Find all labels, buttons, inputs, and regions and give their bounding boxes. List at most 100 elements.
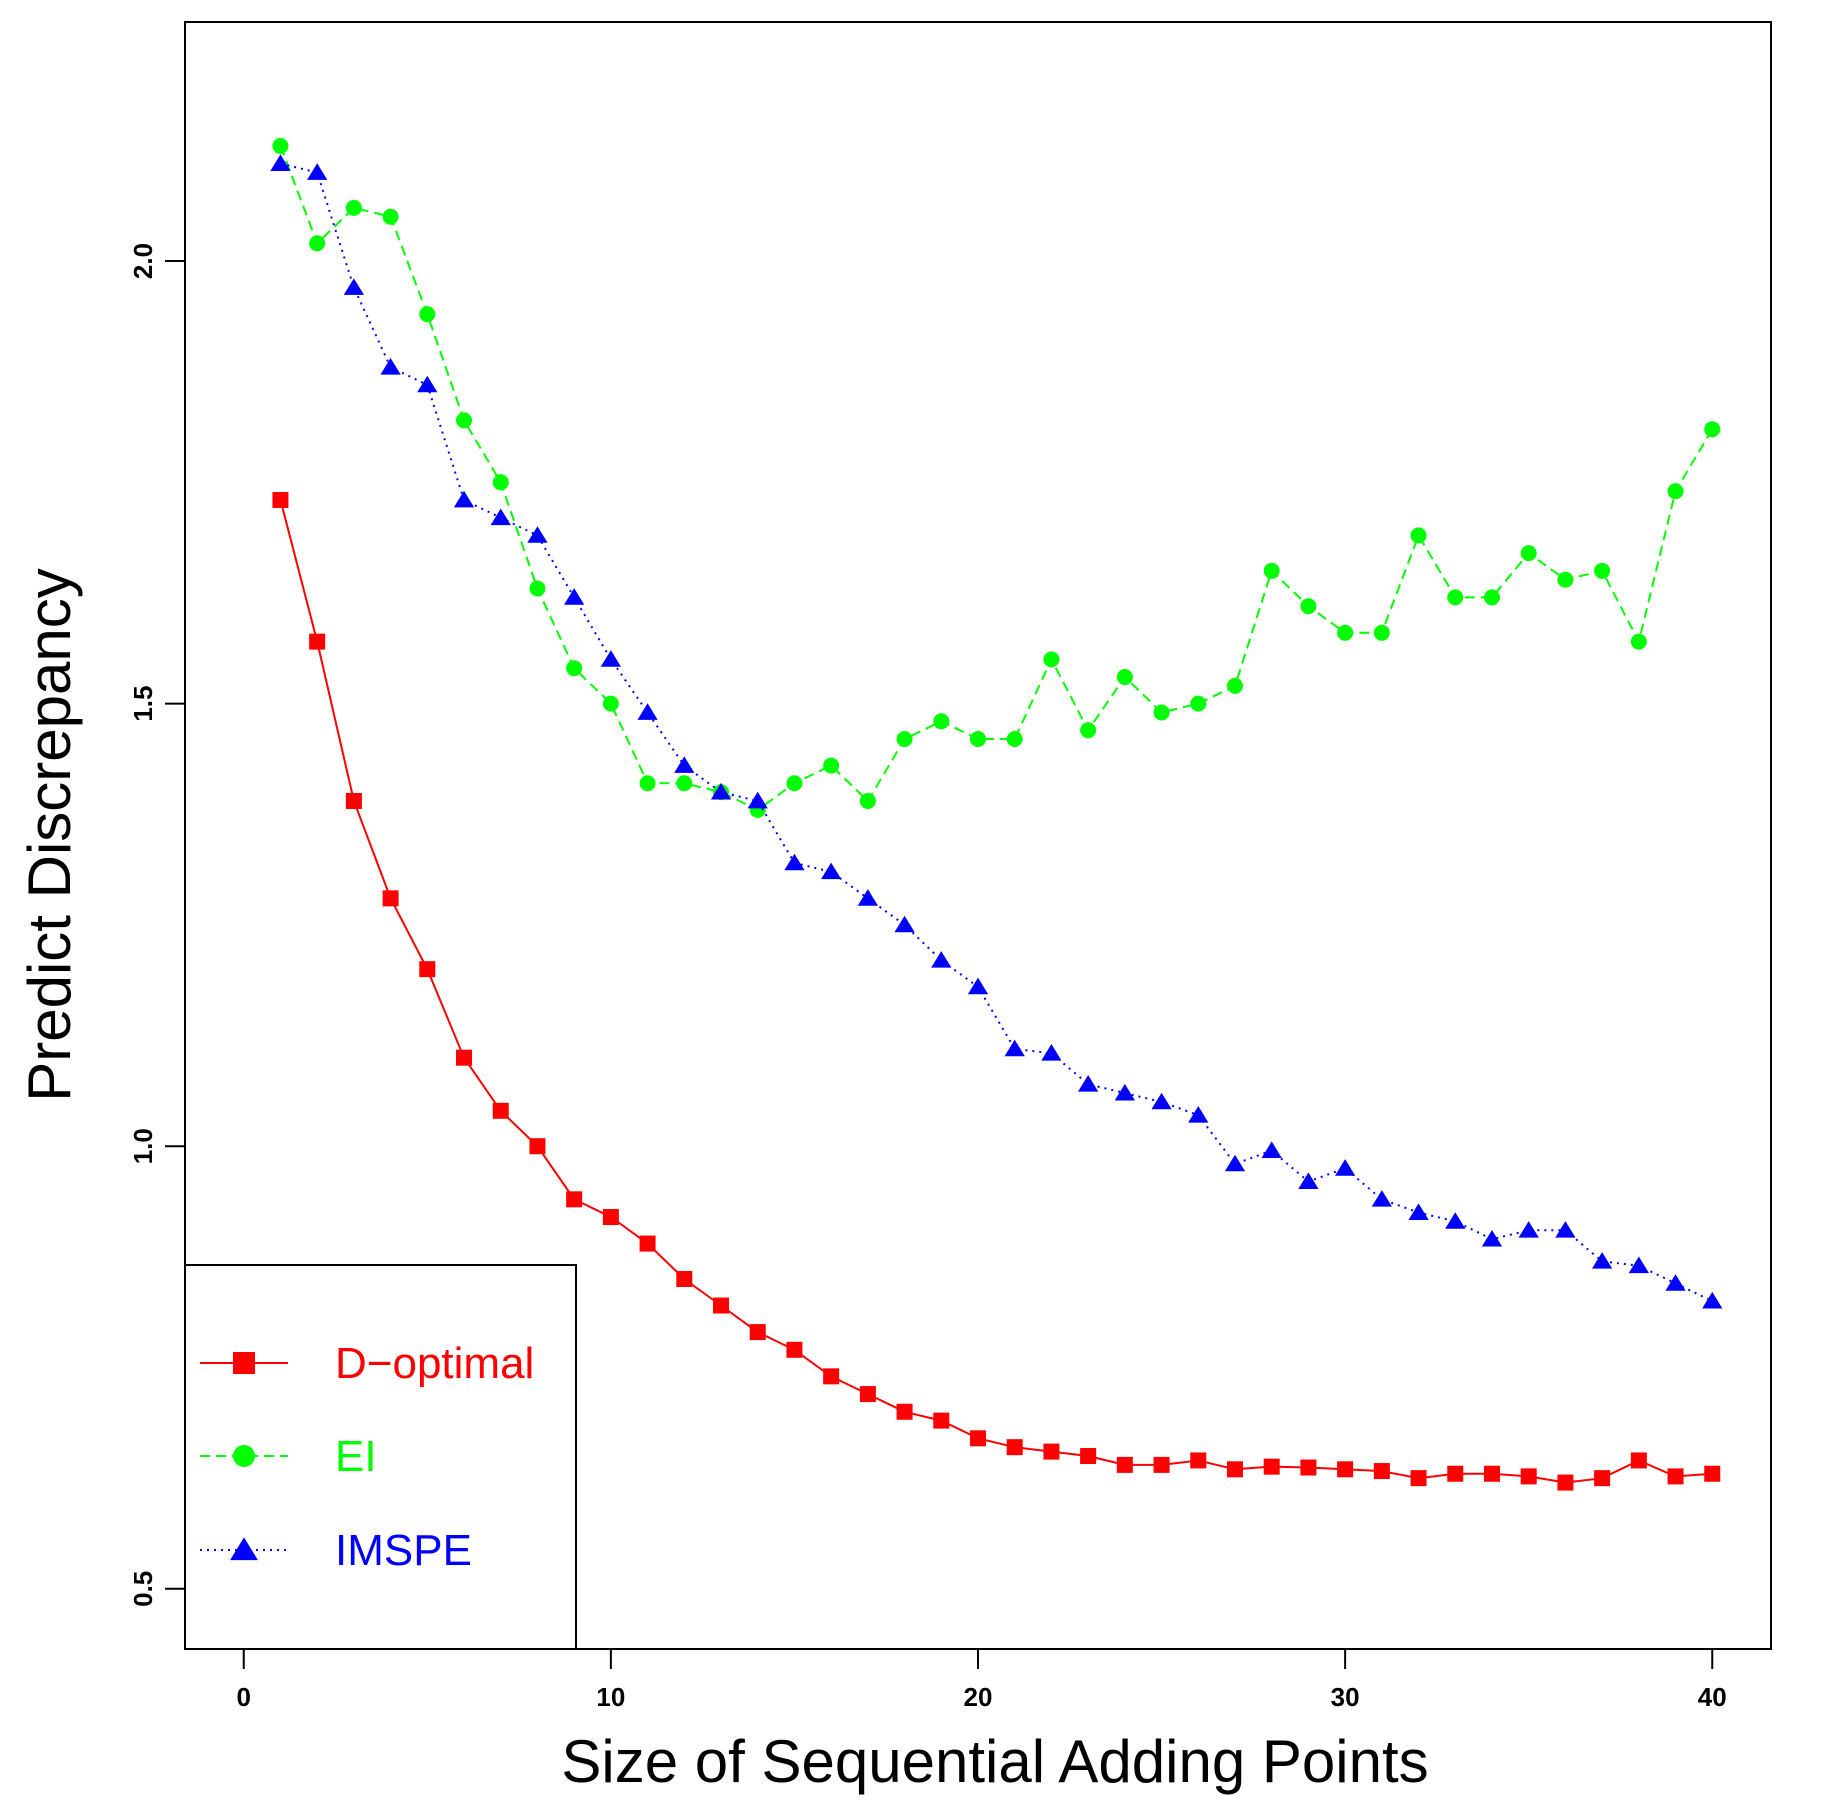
data-point: [1520, 1468, 1537, 1485]
data-point: [823, 757, 840, 774]
data-point: [492, 1102, 509, 1119]
data-point: [1190, 1452, 1207, 1469]
data-point: [309, 235, 326, 252]
data-point: [894, 915, 915, 933]
legend-entry: D−optimal: [200, 1339, 534, 1388]
data-point: [1373, 624, 1390, 641]
data-point: [1153, 704, 1170, 721]
data-point: [417, 375, 438, 393]
data-point: [1592, 1252, 1613, 1269]
data-point: [786, 775, 803, 792]
x-axis: 0 10 20 30 40: [237, 1648, 1727, 1712]
data-point: [823, 1368, 840, 1385]
y-tick-label: 2.0: [128, 243, 158, 279]
data-point: [600, 650, 621, 667]
series-line-2: [280, 162, 1713, 1303]
legend-entries: D−optimal EI IMSPE: [200, 1339, 534, 1575]
data-point: [1702, 1291, 1723, 1309]
data-point: [419, 306, 436, 323]
data-point: [564, 588, 585, 605]
data-point: [1078, 1075, 1099, 1092]
data-point: [1080, 722, 1097, 739]
data-point: [1445, 1212, 1466, 1229]
data-point: [1188, 1106, 1209, 1123]
data-point: [382, 890, 399, 907]
data-point: [272, 492, 289, 509]
data-point: [1481, 1229, 1503, 1247]
y-axis: 0.5 1.0 1.5 2.0: [128, 243, 186, 1607]
data-point: [1337, 1461, 1354, 1478]
data-point: [933, 713, 950, 730]
data-point: [1555, 1221, 1576, 1238]
data-point: [272, 137, 289, 154]
data-point: [933, 1412, 950, 1429]
legend-label: D−optimal: [335, 1339, 534, 1388]
data-point: [345, 792, 362, 809]
data-point: [674, 756, 695, 773]
data-point: [1006, 1439, 1023, 1456]
data-point: [1665, 1274, 1686, 1291]
x-tick-label: 20: [964, 1682, 993, 1712]
series-layer: [270, 137, 1723, 1491]
legend-marker: [233, 1445, 255, 1467]
data-point: [1483, 589, 1500, 606]
series-1: [272, 137, 1721, 818]
data-point: [343, 278, 364, 295]
data-point: [1408, 1203, 1429, 1220]
data-point: [1190, 695, 1207, 712]
data-point: [970, 1430, 986, 1447]
data-point: [1300, 598, 1317, 615]
series-0: [272, 492, 1721, 1491]
data-point: [967, 977, 989, 995]
data-point: [1628, 1256, 1649, 1274]
data-point: [747, 791, 768, 809]
data-point: [1557, 571, 1574, 588]
data-point: [970, 731, 986, 748]
data-point: [1153, 1456, 1170, 1473]
legend-label: IMSPE: [335, 1526, 472, 1575]
data-point: [307, 163, 328, 180]
data-point: [1557, 1474, 1574, 1491]
data-point: [1116, 1456, 1133, 1473]
data-point: [1043, 1443, 1060, 1460]
data-point: [639, 1235, 656, 1252]
data-point: [637, 703, 658, 720]
data-point: [710, 782, 732, 800]
data-point: [1667, 483, 1684, 500]
series-2: [270, 154, 1723, 1309]
data-point: [1298, 1172, 1319, 1189]
data-point: [456, 412, 473, 429]
series-line-0: [279, 499, 1713, 1484]
data-point: [1594, 562, 1611, 579]
x-axis-title: Size of Sequential Adding Points: [561, 1728, 1428, 1795]
data-point: [676, 1270, 693, 1287]
data-point: [1667, 1468, 1684, 1485]
data-point: [1371, 1190, 1392, 1207]
data-point: [1226, 1461, 1243, 1478]
data-point: [1116, 669, 1133, 686]
data-point: [821, 862, 842, 880]
data-point: [1520, 545, 1537, 562]
data-point: [456, 1049, 473, 1066]
data-point: [1337, 624, 1354, 641]
legend-label: EI: [335, 1432, 377, 1481]
data-point: [713, 1297, 730, 1314]
data-point: [529, 580, 546, 597]
data-point: [529, 1138, 546, 1155]
data-point: [566, 1191, 583, 1208]
data-point: [896, 731, 913, 748]
data-point: [1704, 1465, 1721, 1482]
data-point: [931, 951, 952, 968]
data-point: [1410, 1470, 1427, 1487]
data-point: [1704, 421, 1721, 438]
data-point: [1006, 731, 1023, 748]
data-point: [419, 961, 436, 978]
data-point: [380, 358, 401, 375]
data-point: [602, 695, 619, 712]
data-point: [382, 208, 399, 225]
data-point: [1518, 1221, 1539, 1238]
data-point: [1263, 1458, 1280, 1475]
data-point: [1226, 677, 1243, 694]
data-point: [1080, 1448, 1097, 1465]
